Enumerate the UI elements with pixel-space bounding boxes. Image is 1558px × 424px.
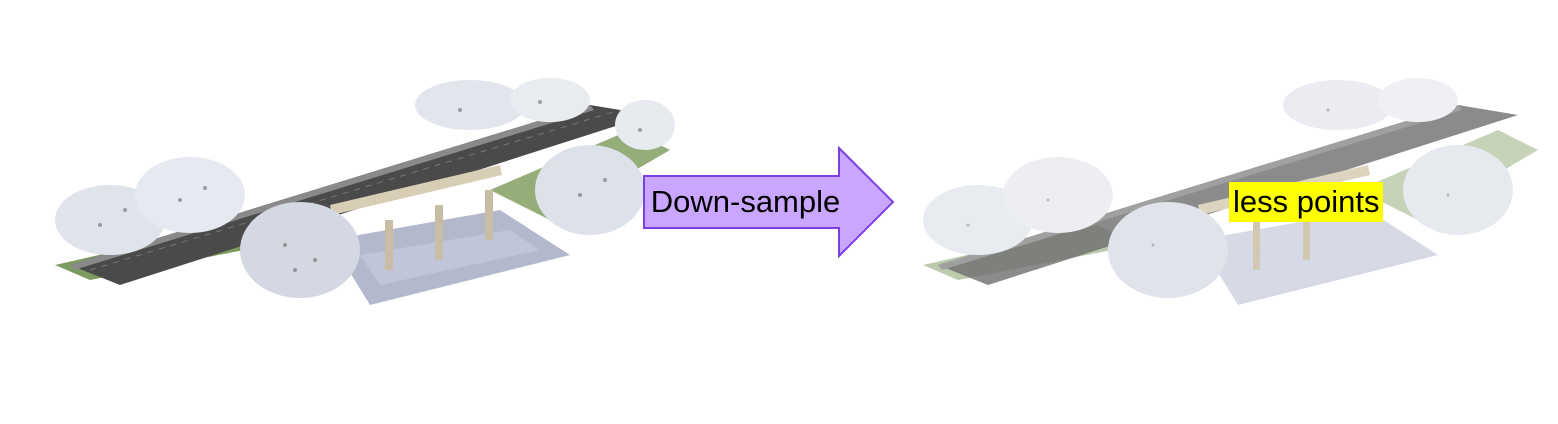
result-label: less points xyxy=(1229,182,1384,222)
underpass-ground xyxy=(1198,210,1438,305)
arrow-label: Down-sample xyxy=(650,184,841,219)
trees xyxy=(55,78,675,298)
bridge-girders xyxy=(330,165,502,270)
original-point-cloud xyxy=(55,78,675,305)
down-sample-arrow xyxy=(643,146,895,258)
underpass-ground xyxy=(330,210,570,305)
downsampled-point-cloud xyxy=(923,78,1538,305)
trees xyxy=(923,78,1513,298)
